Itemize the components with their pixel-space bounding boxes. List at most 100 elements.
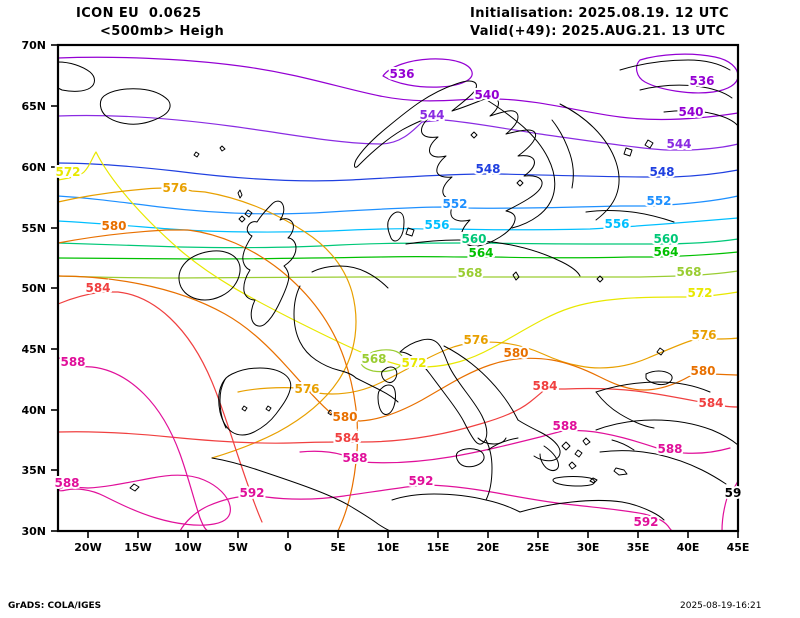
contour-548 bbox=[57, 162, 739, 182]
y-tick-label: 35N bbox=[21, 464, 46, 477]
contour-label-text: 544 bbox=[666, 137, 691, 151]
svg-text:588: 588 bbox=[342, 451, 367, 465]
svg-text:584: 584 bbox=[334, 431, 359, 445]
y-tick-label: 55N bbox=[21, 222, 46, 235]
y-axis-labels: 70N 65N 60N 55N 50N 45N 40N 35N 30N bbox=[21, 39, 46, 538]
contour-588 bbox=[57, 474, 231, 526]
y-tick-label: 70N bbox=[21, 39, 46, 52]
valid-time: Valid(+49): 2025.AUG.21. 13 UTC bbox=[470, 24, 726, 39]
contour-568 bbox=[57, 270, 739, 279]
x-tick-label: 5E bbox=[330, 541, 345, 554]
x-tick-label: 15W bbox=[124, 541, 151, 554]
contour-label-text: 588 bbox=[54, 476, 79, 490]
svg-text:59: 59 bbox=[725, 486, 742, 500]
svg-text:584: 584 bbox=[698, 396, 723, 410]
contour-label-text: 580 bbox=[690, 364, 715, 378]
contour-label-text: 580 bbox=[332, 410, 357, 424]
svg-text:588: 588 bbox=[60, 355, 85, 369]
svg-text:588: 588 bbox=[552, 419, 577, 433]
y-tick-label: 30N bbox=[21, 525, 46, 538]
contour-label-text: 576 bbox=[691, 328, 716, 342]
contour-label-text: 572 bbox=[55, 165, 80, 179]
contour-label-text: 584 bbox=[532, 379, 557, 393]
svg-text:572: 572 bbox=[55, 165, 80, 179]
contour-label-text: 572 bbox=[687, 286, 712, 300]
contour-556 bbox=[57, 217, 739, 233]
contour-label-text: 588 bbox=[552, 419, 577, 433]
x-tick-label: 35E bbox=[627, 541, 650, 554]
svg-text:580: 580 bbox=[503, 346, 528, 360]
contour-580 bbox=[57, 229, 359, 532]
svg-text:584: 584 bbox=[532, 379, 557, 393]
svg-text:576: 576 bbox=[691, 328, 716, 342]
svg-text:576: 576 bbox=[162, 181, 187, 195]
x-tick-label: 25E bbox=[527, 541, 550, 554]
model-title: ICON EU 0.0625 bbox=[76, 6, 202, 21]
contour-label-text: 584 bbox=[334, 431, 359, 445]
contour-560 bbox=[57, 238, 739, 249]
contour-label-text: 588 bbox=[60, 355, 85, 369]
contour-label-text: 592 bbox=[633, 515, 658, 529]
contour-label-text: 552 bbox=[442, 197, 467, 211]
svg-text:576: 576 bbox=[294, 382, 319, 396]
contour-label-text: 568 bbox=[676, 265, 701, 279]
contour-label-text: 556 bbox=[604, 217, 629, 231]
grads-credit: GrADS: COLA/IGES bbox=[8, 601, 102, 611]
contour-584 bbox=[57, 291, 263, 523]
svg-text:580: 580 bbox=[690, 364, 715, 378]
contour-label-text: 540 bbox=[474, 88, 499, 102]
contour-label-text: 584 bbox=[698, 396, 723, 410]
svg-text:536: 536 bbox=[389, 67, 414, 81]
x-tick-label: 5W bbox=[228, 541, 248, 554]
svg-text:584: 584 bbox=[85, 281, 110, 295]
svg-text:568: 568 bbox=[676, 265, 701, 279]
render-timestamp: 2025-08-19-16:21 bbox=[680, 601, 762, 611]
contour-label-text: 576 bbox=[294, 382, 319, 396]
contour-label-text: 560 bbox=[461, 232, 486, 246]
svg-text:568: 568 bbox=[361, 352, 386, 366]
svg-text:592: 592 bbox=[239, 486, 264, 500]
contour-label-text: 564 bbox=[653, 245, 678, 259]
svg-text:560: 560 bbox=[461, 232, 486, 246]
x-tick-label: 40E bbox=[677, 541, 700, 554]
y-tick-label: 65N bbox=[21, 100, 46, 113]
y-tick-label: 60N bbox=[21, 161, 46, 174]
x-tick-label: 10E bbox=[377, 541, 400, 554]
contour-label-text: 59 bbox=[725, 486, 742, 500]
svg-text:556: 556 bbox=[424, 218, 449, 232]
svg-text:576: 576 bbox=[463, 333, 488, 347]
svg-text:544: 544 bbox=[666, 137, 691, 151]
coastlines bbox=[57, 59, 739, 532]
x-tick-label: 20E bbox=[477, 541, 500, 554]
svg-text:572: 572 bbox=[687, 286, 712, 300]
x-axis-labels: 20W 15W 10W 5W 0 5E 10E 15E 20E 25E 30E … bbox=[74, 541, 749, 554]
svg-text:540: 540 bbox=[678, 105, 703, 119]
x-tick-label: 15E bbox=[427, 541, 450, 554]
